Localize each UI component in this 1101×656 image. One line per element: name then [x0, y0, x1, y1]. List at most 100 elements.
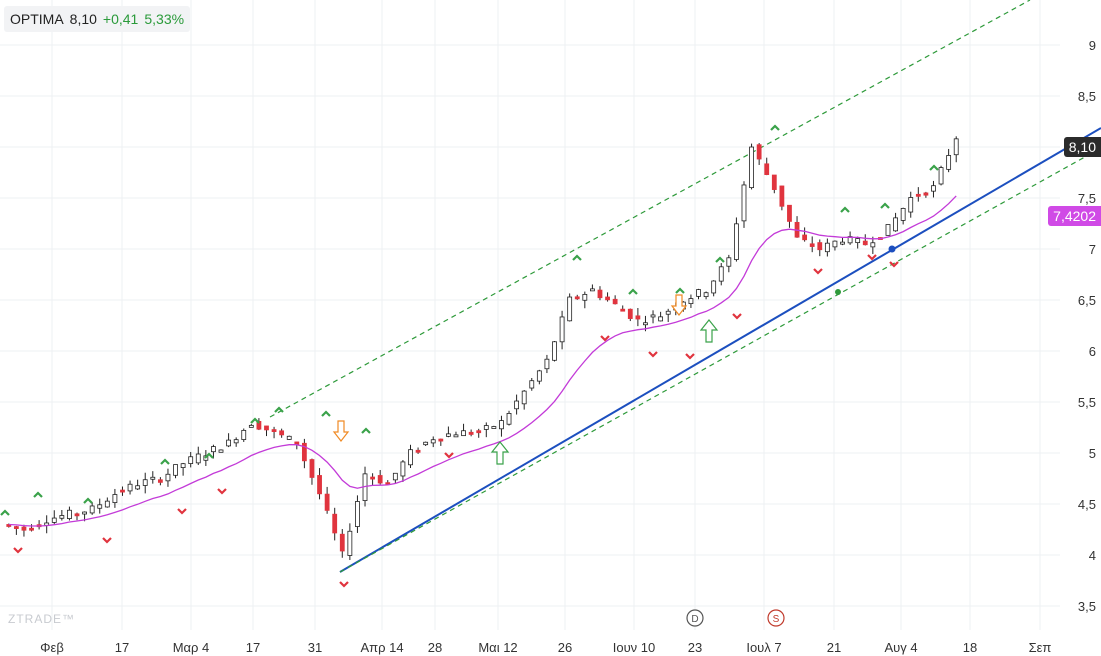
candle-up	[89, 505, 95, 514]
candle-up	[461, 430, 466, 437]
buy-signal-chevron	[204, 452, 214, 459]
candle-up	[59, 515, 65, 519]
x-tick-label: Μαι 12	[478, 640, 517, 655]
event-marker-label: S	[773, 614, 780, 625]
sell-signal-chevron	[102, 537, 112, 544]
candle-down	[264, 425, 269, 431]
candle-up	[483, 425, 489, 430]
channel-upper-line	[269, 0, 1031, 418]
candle-up	[180, 463, 186, 469]
candle-down	[779, 185, 785, 207]
candle-down	[29, 527, 34, 531]
candle-up	[741, 184, 747, 222]
candle-down	[301, 442, 307, 462]
buy-signal-chevron	[361, 427, 371, 434]
buy-signal-chevron	[33, 491, 43, 498]
candle-up	[188, 456, 194, 464]
buy-signal-chevron	[840, 206, 850, 213]
event-marker-circle	[686, 609, 704, 627]
candle-up	[150, 476, 156, 480]
candle-up	[506, 413, 512, 425]
candle-up	[248, 424, 254, 428]
x-tick-label: Σεπ	[1029, 640, 1052, 655]
candle-down	[923, 192, 929, 196]
watermark-logo: ZTRADE™	[8, 612, 75, 626]
sell-signal-chevron	[444, 452, 454, 459]
big-buy-arrow	[490, 441, 510, 465]
buy-signal-chevron	[715, 256, 725, 263]
candle-up	[567, 296, 573, 322]
candle-down	[612, 298, 618, 305]
x-tick-label: 17	[115, 640, 129, 655]
candle-up	[734, 223, 739, 260]
candle-up	[97, 504, 103, 509]
x-tick-label: 23	[688, 640, 702, 655]
candle-up	[400, 461, 406, 477]
ticker-price: 8,10	[69, 11, 97, 27]
y-tick-label: 7	[1089, 242, 1096, 257]
sell-signal-chevron	[732, 313, 742, 320]
x-tick-label: Φεβ	[40, 640, 64, 655]
candle-up	[423, 441, 429, 446]
buy-signal-chevron	[929, 164, 939, 171]
sell-signal-chevron	[813, 268, 823, 275]
candle-down	[74, 513, 80, 517]
buy-signal-chevron	[250, 417, 260, 424]
y-tick-label: 5,5	[1078, 395, 1096, 410]
sell-signal-chevron	[339, 581, 349, 588]
event-marker-label: D	[691, 614, 698, 625]
candle-up	[347, 530, 353, 556]
candle-up	[536, 370, 542, 382]
x-tick-label: 31	[308, 640, 322, 655]
candle-down	[324, 493, 330, 511]
x-tick-label: Ιουλ 7	[746, 640, 781, 655]
candle-down	[415, 449, 421, 453]
candle-up	[544, 358, 550, 370]
candle-up	[165, 473, 171, 482]
candle-down	[468, 431, 474, 435]
big-buy-arrow	[699, 319, 719, 343]
candle-down	[476, 430, 482, 434]
candle-down	[862, 240, 868, 246]
buy-signal-chevron	[572, 254, 582, 261]
candle-down	[370, 476, 375, 480]
candle-up	[112, 494, 118, 503]
candle-down	[279, 430, 285, 436]
y-tick-label: 8,5	[1078, 89, 1096, 104]
candle-up	[453, 434, 459, 438]
sell-signal-chevron	[685, 353, 695, 360]
candle-down	[817, 242, 823, 251]
candle-down	[771, 174, 777, 190]
x-tick-label: 28	[428, 640, 442, 655]
candle-up	[104, 500, 110, 508]
candle-up	[726, 257, 732, 267]
y-tick-label: 3,5	[1078, 599, 1096, 614]
candle-up	[650, 314, 656, 318]
candle-down	[620, 308, 626, 312]
buy-signal-chevron	[274, 406, 284, 413]
y-axis-labels: 3,544,555,566,577,588,59	[1078, 38, 1096, 614]
candle-up	[559, 316, 565, 343]
candle-down	[802, 234, 808, 241]
buy-signal-chevron	[675, 287, 685, 294]
channel-lower-line	[339, 147, 1101, 573]
candle-up	[173, 464, 178, 476]
candle-up	[499, 420, 504, 430]
moving-average-line	[8, 195, 957, 527]
candle-up	[590, 288, 595, 292]
x-tick-label: Απρ 14	[360, 640, 403, 655]
x-tick-label: 26	[558, 640, 572, 655]
candle-down	[787, 204, 792, 222]
x-tick-label: 18	[963, 640, 977, 655]
sell-signal-chevron	[867, 254, 877, 261]
ticker-badge[interactable]: OPTIMA 8,10 +0,41 5,33%	[4, 6, 191, 32]
candle-up	[832, 240, 838, 248]
candle-up	[711, 280, 717, 294]
candle-down	[627, 308, 633, 319]
candle-up	[392, 472, 398, 481]
candle-down	[6, 524, 12, 527]
x-tick-label: 21	[827, 640, 841, 655]
candle-down	[377, 475, 383, 484]
